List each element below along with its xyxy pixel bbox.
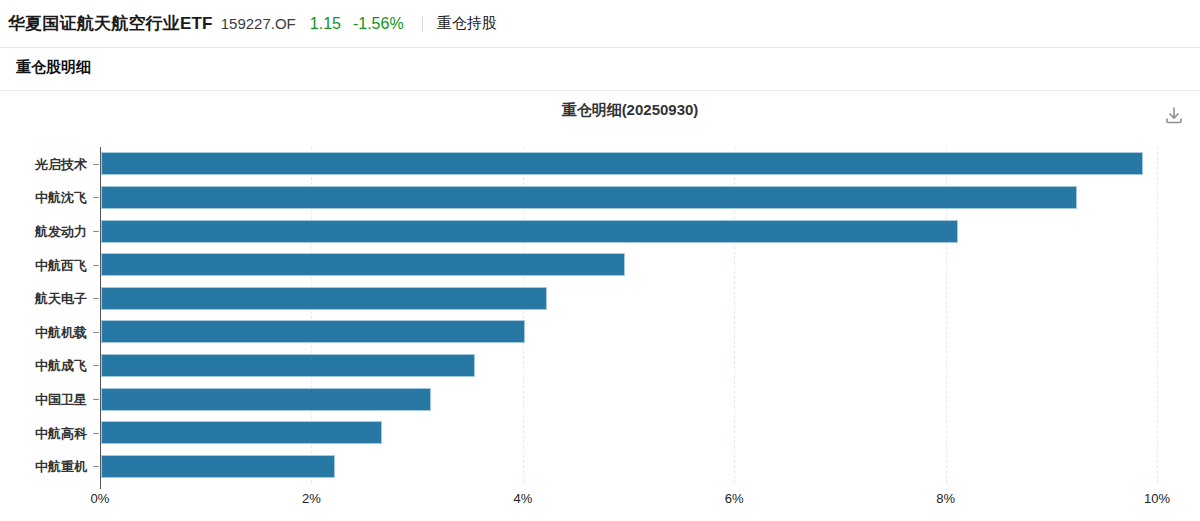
tab-top-holdings[interactable]: 重仓持股 <box>437 14 497 33</box>
category-tick <box>93 399 99 400</box>
header-divider <box>0 47 1200 48</box>
bar <box>101 354 475 377</box>
category-label: 中国卫星 <box>35 391 87 409</box>
category-tick <box>93 231 99 232</box>
bar <box>101 421 382 444</box>
category-label: 中航高科 <box>35 425 87 443</box>
x-axis-tick-label: 4% <box>513 491 532 506</box>
category-tick <box>93 365 99 366</box>
category-label: 航发动力 <box>35 223 87 241</box>
bar <box>101 320 525 343</box>
category-tick <box>93 332 99 333</box>
category-label: 航天电子 <box>35 290 87 308</box>
header-separator <box>422 16 423 32</box>
bar <box>101 186 1077 209</box>
category-label: 中航西飞 <box>35 257 87 275</box>
fund-header: 华夏国证航天航空行业ETF 159227.OF 1.15 -1.56% 重仓持股 <box>0 0 1200 47</box>
section-head: 重仓股明细 <box>16 58 91 77</box>
bar <box>101 388 431 411</box>
x-axis-tick-label: 8% <box>936 491 955 506</box>
category-label: 中航机载 <box>35 324 87 342</box>
category-tick <box>93 298 99 299</box>
download-button[interactable] <box>1160 102 1188 130</box>
page: 华夏国证航天航空行业ETF 159227.OF 1.15 -1.56% 重仓持股… <box>0 0 1200 521</box>
x-axis-tick-label: 6% <box>725 491 744 506</box>
fund-change-pct: -1.56% <box>353 15 404 33</box>
bar <box>101 455 335 478</box>
fund-code: 159227.OF <box>221 15 296 32</box>
fund-nav-value: 1.15 <box>310 15 341 33</box>
bar <box>101 220 958 243</box>
x-axis-tick-label: 0% <box>91 491 110 506</box>
category-label: 中航成飞 <box>35 357 87 375</box>
category-tick <box>93 433 99 434</box>
gridline <box>1157 147 1158 483</box>
bar-chart-plot: 光启技术中航沈飞航发动力中航西飞航天电子中航机载中航成飞中国卫星中航高科中航重机… <box>100 147 1157 483</box>
category-tick <box>93 197 99 198</box>
bar <box>101 152 1143 175</box>
category-tick <box>93 164 99 165</box>
download-icon <box>1162 104 1186 128</box>
category-tick <box>93 265 99 266</box>
category-tick <box>93 466 99 467</box>
bar <box>101 253 625 276</box>
x-axis-tick-label: 10% <box>1144 491 1170 506</box>
category-label: 中航沈飞 <box>35 189 87 207</box>
bar <box>101 287 547 310</box>
category-label: 中航重机 <box>35 458 87 476</box>
category-label: 光启技术 <box>35 156 87 174</box>
x-axis-tick-label: 2% <box>302 491 321 506</box>
section-title: 重仓股明细 <box>16 58 91 75</box>
chart-title: 重仓明细(20250930) <box>100 101 1160 120</box>
fund-name: 华夏国证航天航空行业ETF <box>8 12 213 35</box>
section-divider <box>0 90 1200 91</box>
